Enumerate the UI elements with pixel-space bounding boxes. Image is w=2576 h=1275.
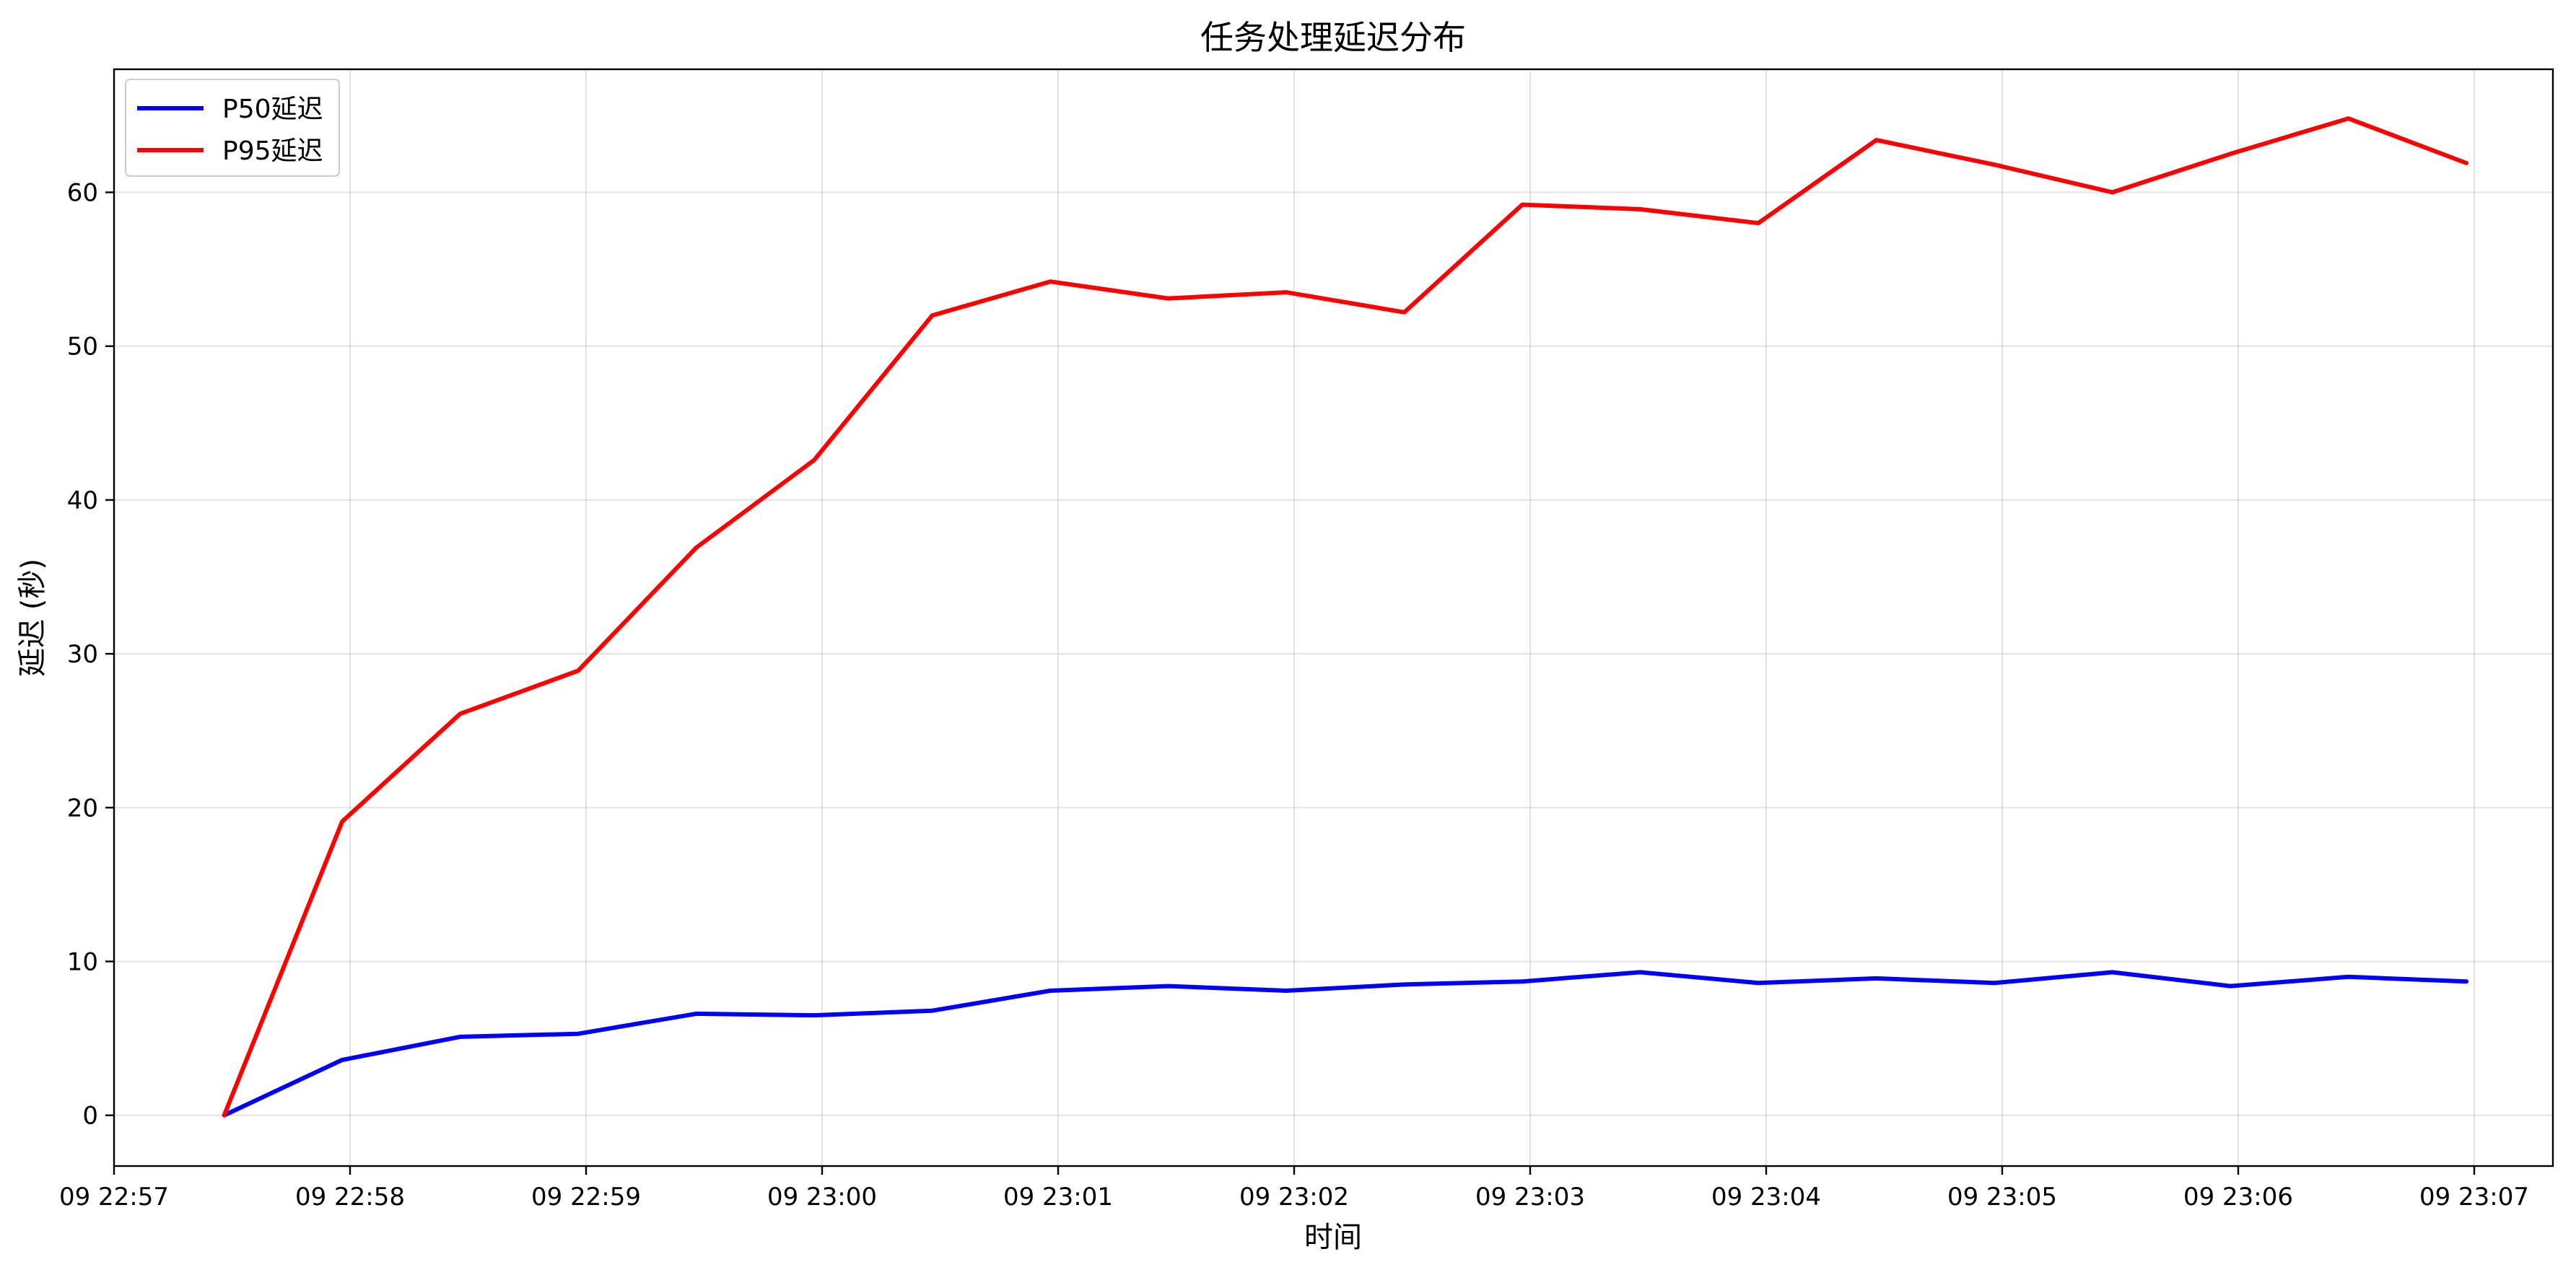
series-line-p95 bbox=[222, 116, 2469, 1118]
y-tick-label: 20 bbox=[67, 794, 98, 823]
y-axis: 0 10 20 30 40 50 60 bbox=[67, 179, 114, 1131]
x-tick-label: 09 23:03 bbox=[1475, 1183, 1585, 1212]
plot-frame bbox=[113, 68, 2554, 1167]
legend-label-p95: P95延迟 bbox=[222, 136, 323, 166]
x-axis: 09 22:57 09 22:58 09 22:59 09 23:00 09 23:01… bbox=[59, 1166, 2529, 1212]
x-tick-label: 09 23:06 bbox=[2183, 1183, 2293, 1212]
series-line-p50 bbox=[222, 970, 2469, 1118]
x-tick-label: 09 23:02 bbox=[1239, 1183, 1349, 1212]
y-tick-label: 30 bbox=[67, 640, 98, 669]
x-tick-label: 09 23:07 bbox=[2419, 1183, 2529, 1212]
y-tick-label: 0 bbox=[82, 1102, 98, 1131]
x-axis-label: 时间 bbox=[1304, 1221, 1362, 1254]
x-tick-label: 09 23:00 bbox=[767, 1183, 877, 1212]
y-tick-label: 10 bbox=[67, 947, 98, 976]
chart-title: 任务处理延迟分布 bbox=[1200, 18, 1466, 57]
x-tick-label: 09 22:59 bbox=[531, 1183, 641, 1212]
x-tick-label: 09 23:01 bbox=[1003, 1183, 1113, 1212]
legend-label-p50: P50延迟 bbox=[222, 95, 323, 124]
x-tick-label: 09 22:58 bbox=[295, 1183, 405, 1212]
y-axis-label: 延迟 (秒) bbox=[16, 558, 49, 677]
x-tick-label: 09 23:04 bbox=[1711, 1183, 1821, 1212]
y-tick-label: 50 bbox=[67, 333, 98, 362]
x-tick-label: 09 23:05 bbox=[1947, 1183, 2057, 1212]
grid bbox=[113, 69, 2553, 1166]
x-tick-label: 09 22:57 bbox=[59, 1183, 169, 1212]
y-tick-label: 40 bbox=[67, 486, 98, 515]
y-tick-label: 60 bbox=[67, 179, 98, 208]
series-layer bbox=[222, 116, 2469, 1118]
legend: P50延迟 P95延迟 bbox=[125, 79, 340, 177]
